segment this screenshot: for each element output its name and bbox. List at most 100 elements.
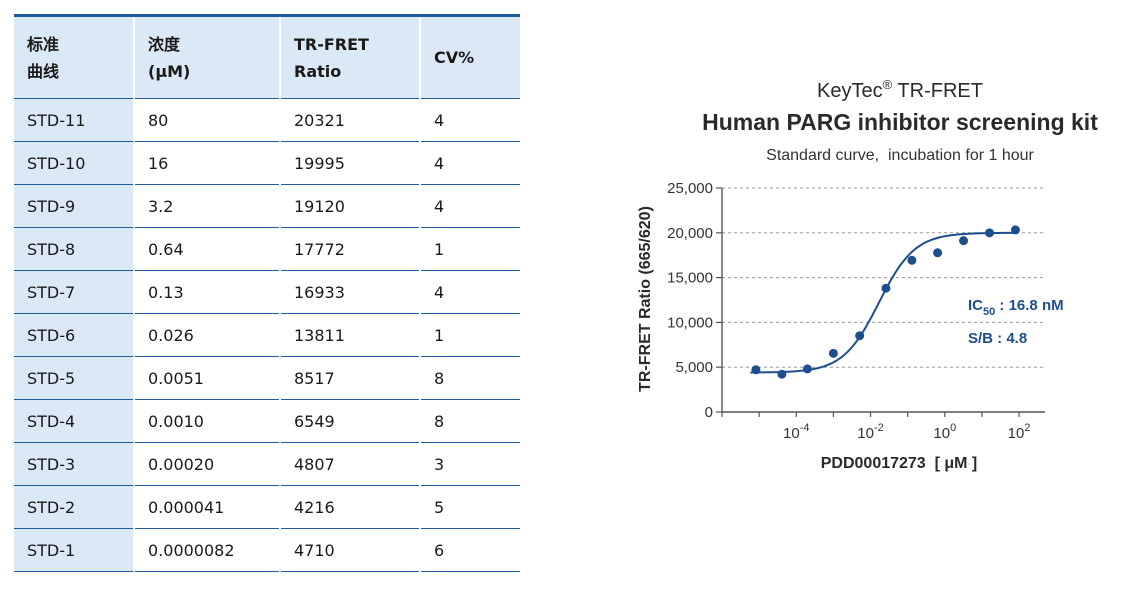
x-tick-label: 10-4	[783, 422, 809, 442]
y-tick-label: 5,000	[675, 359, 713, 376]
sb-annotation: S/B : 4.8	[968, 330, 1027, 347]
cell-concentration: 0.13	[134, 270, 281, 314]
x-tick-label: 100	[933, 422, 956, 442]
cell-ratio: 19120	[280, 184, 421, 228]
cell-cv: 4	[434, 282, 445, 302]
cell-standard: STD-2	[14, 485, 135, 529]
table-row: STD-8 0.64 17772 1	[14, 227, 520, 271]
cell-standard: STD-11	[14, 98, 135, 142]
data-point	[984, 228, 994, 238]
data-point	[828, 348, 838, 358]
cell-cv: 4	[434, 196, 445, 216]
cell-ratio: 4807	[280, 442, 421, 486]
table-header-row: 标准 曲线 浓度 (μM) TR-FRET Ratio CV%	[14, 15, 520, 99]
y-tick-label: 10,000	[667, 314, 713, 331]
data-point	[751, 365, 761, 375]
header-line: 标准	[27, 34, 60, 54]
y-tick-label: 15,000	[667, 270, 713, 287]
y-tick-label: 20,000	[667, 225, 713, 242]
header-line: 曲线	[27, 61, 60, 81]
x-axis-label: PDD00017273 [ μM ]	[821, 455, 978, 472]
header-cv: CV%	[420, 15, 520, 99]
data-point	[802, 364, 812, 374]
ic50-annotation: IC50 : 16.8 nM	[968, 297, 1064, 318]
cell-concentration: 0.00020	[134, 442, 281, 486]
registered-mark: ®	[883, 77, 893, 92]
cell-ratio: 4710	[280, 528, 421, 572]
header-tr-fret-ratio: TR-FRET Ratio	[280, 15, 421, 99]
cell-cv: 6	[434, 540, 445, 560]
cell-concentration: 0.0010	[134, 399, 281, 443]
cell-cv: 3	[434, 454, 445, 474]
chart-brand-title: KeyTec® TR-FRET	[817, 77, 983, 102]
table-row: STD-10 16 19995 4	[14, 141, 520, 185]
tick-labels: 0 5,000 10,000 15,000 20,000 25,000 10-4 10-2 10…	[667, 180, 1030, 442]
data-point	[959, 236, 969, 246]
cell-standard: STD-5	[14, 356, 135, 400]
cell-concentration: 0.0000082	[134, 528, 281, 572]
cell-ratio: 4216	[280, 485, 421, 529]
data-point	[777, 369, 787, 379]
cell-concentration: 0.64	[134, 227, 281, 271]
cell-concentration: 80	[134, 98, 281, 142]
cell-cv: 4	[434, 110, 445, 130]
cell-cv: 1	[434, 325, 445, 345]
dose-response-chart: KeyTec® TR-FRET Human PARG inhibitor scr…	[637, 77, 1098, 472]
cell-ratio: 8517	[280, 356, 421, 400]
cell-ratio: 20321	[280, 98, 421, 142]
cell-ratio: 19995	[280, 141, 421, 185]
table-row: STD-5 0.0051 8517 8	[14, 356, 520, 400]
table-row: STD-2 0.000041 4216 5	[14, 485, 520, 529]
chart-subtitle: Standard curve, incubation for 1 hour	[766, 147, 1034, 164]
cell-standard: STD-7	[14, 270, 135, 314]
table-row: STD-9 3.2 19120 4	[14, 184, 520, 228]
cell-cv: 1	[434, 239, 445, 259]
cell-ratio: 16933	[280, 270, 421, 314]
cell-standard: STD-9	[14, 184, 135, 228]
table-row: STD-1 0.0000082 4710 6	[14, 528, 520, 572]
header-line: CV%	[434, 48, 475, 67]
y-axis-label: TR-FRET Ratio (665/620)	[637, 206, 654, 392]
header-line: (μM)	[148, 61, 191, 81]
cell-cv: 4	[434, 153, 445, 173]
chart-title: Human PARG inhibitor screening kit	[702, 109, 1098, 135]
data-point	[933, 248, 943, 258]
standard-curve-table: 标准 曲线 浓度 (μM) TR-FRET Ratio CV% STD-11 80…	[14, 14, 520, 572]
header-line: Ratio	[294, 61, 342, 81]
x-tick-label: 10-2	[857, 422, 883, 442]
y-tick-label: 0	[705, 404, 713, 421]
table-row: STD-6 0.026 13811 1	[14, 313, 520, 357]
header-line: TR-FRET	[294, 34, 369, 54]
cell-concentration: 0.000041	[134, 485, 281, 529]
fit-curve	[750, 231, 1018, 374]
cell-standard: STD-6	[14, 313, 135, 357]
data-point	[855, 331, 865, 341]
cell-cv: 5	[434, 497, 445, 517]
cell-standard: STD-10	[14, 141, 135, 185]
header-standard-curve: 标准 曲线	[14, 15, 135, 99]
table-row: STD-7 0.13 16933 4	[14, 270, 520, 314]
cell-concentration: 16	[134, 141, 281, 185]
table-row: STD-4 0.0010 6549 8	[14, 399, 520, 443]
cell-concentration: 3.2	[134, 184, 281, 228]
fit-curve-line	[750, 231, 1018, 374]
table-row: STD-3 0.00020 4807 3	[14, 442, 520, 486]
cell-ratio: 13811	[280, 313, 421, 357]
data-point	[1010, 225, 1020, 235]
table-row: STD-11 80 20321 4	[14, 98, 520, 142]
cell-concentration: 0.026	[134, 313, 281, 357]
data-points	[751, 225, 1020, 379]
x-tick-label: 102	[1008, 422, 1031, 442]
cell-ratio: 6549	[280, 399, 421, 443]
header-line: 浓度	[148, 34, 181, 54]
cell-standard: STD-1	[14, 528, 135, 572]
cell-standard: STD-3	[14, 442, 135, 486]
cell-ratio: 17772	[280, 227, 421, 271]
y-tick-label: 25,000	[667, 180, 713, 197]
cell-standard: STD-4	[14, 399, 135, 443]
data-point	[907, 255, 917, 265]
header-concentration: 浓度 (μM)	[134, 15, 281, 99]
cell-concentration: 0.0051	[134, 356, 281, 400]
axes	[716, 187, 1045, 417]
data-point	[881, 283, 891, 293]
